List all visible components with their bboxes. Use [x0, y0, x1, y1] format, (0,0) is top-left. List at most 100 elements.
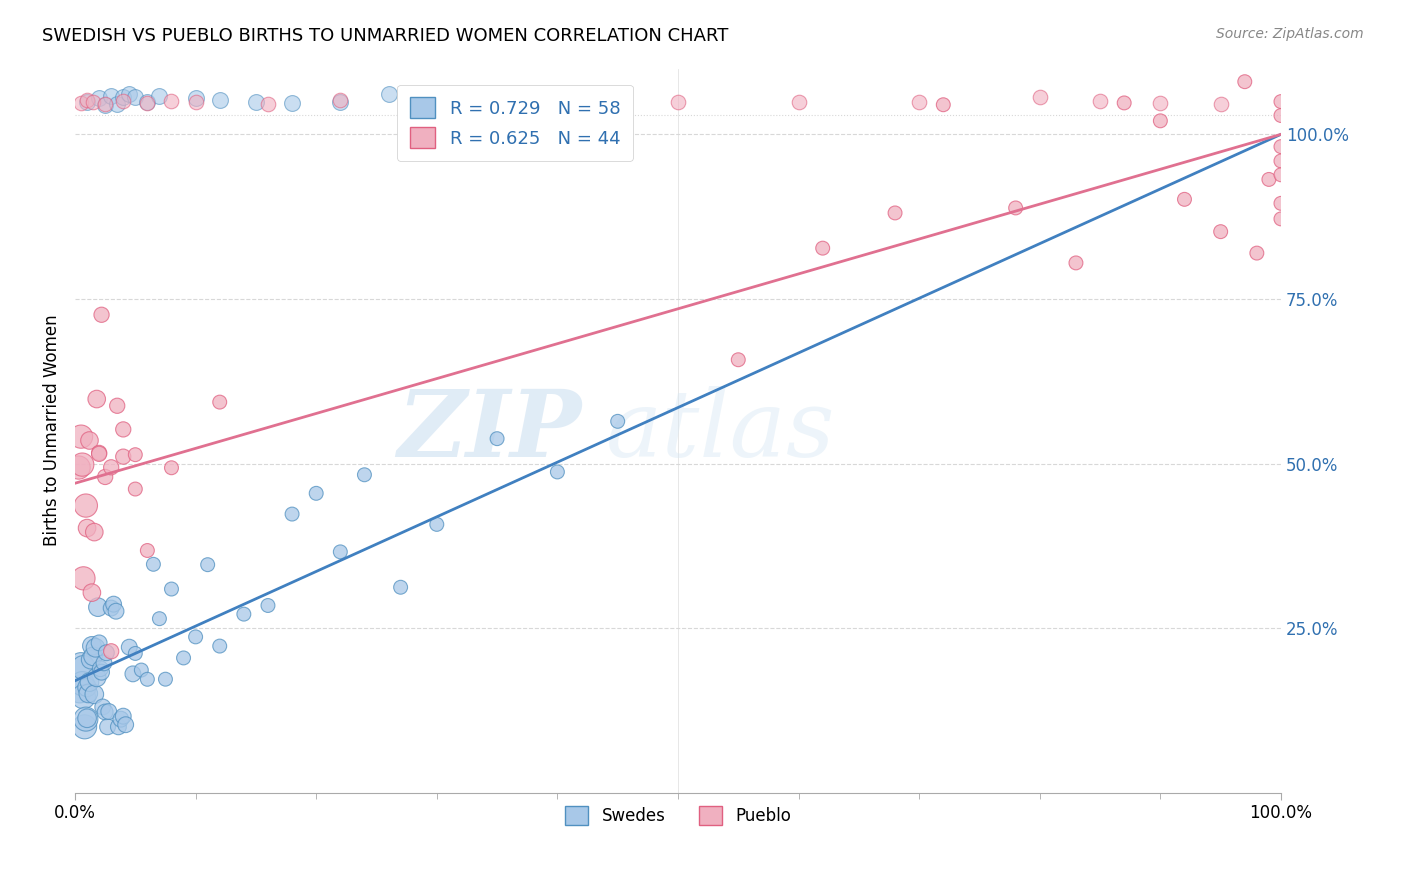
Point	[155, 672, 177, 686]
Point	[76, 681, 98, 695]
Point	[69, 684, 91, 698]
Point	[76, 711, 98, 725]
Point	[86, 670, 108, 684]
Point	[136, 95, 159, 109]
Point	[96, 646, 118, 660]
Point	[908, 95, 931, 110]
Point	[1270, 153, 1292, 168]
Point	[97, 705, 120, 719]
Point	[148, 89, 170, 103]
Point	[114, 717, 136, 731]
Point	[89, 447, 111, 461]
Point	[89, 446, 111, 460]
Point	[72, 660, 94, 674]
Point	[245, 95, 267, 109]
Point	[83, 687, 105, 701]
Point	[353, 467, 375, 482]
Point	[112, 709, 135, 723]
Point	[83, 525, 105, 540]
Point	[1114, 95, 1136, 110]
Point	[257, 96, 280, 111]
Point	[100, 601, 122, 615]
Point	[160, 94, 183, 108]
Point	[70, 676, 93, 690]
Point	[100, 89, 122, 103]
Point	[1029, 90, 1052, 104]
Point	[932, 97, 955, 112]
Point	[89, 91, 111, 105]
Point	[75, 499, 97, 513]
Point	[281, 95, 304, 110]
Point	[122, 666, 145, 681]
Point	[486, 432, 509, 446]
Point	[136, 543, 159, 558]
Point	[305, 486, 328, 500]
Point	[1149, 95, 1171, 110]
Point	[1209, 97, 1232, 112]
Point	[112, 90, 135, 104]
Point	[160, 582, 183, 596]
Point	[75, 712, 97, 726]
Point	[426, 93, 449, 107]
Point	[73, 720, 96, 734]
Point	[1270, 211, 1292, 226]
Point	[1246, 246, 1268, 260]
Point	[811, 241, 834, 255]
Point	[107, 720, 129, 734]
Point	[80, 639, 103, 653]
Point	[1257, 172, 1279, 186]
Point	[1270, 139, 1292, 153]
Point	[197, 558, 219, 572]
Point	[84, 640, 107, 655]
Point	[426, 93, 449, 107]
Point	[184, 90, 207, 104]
Point	[666, 95, 689, 110]
Point	[100, 460, 122, 475]
Point	[112, 94, 135, 108]
Point	[124, 482, 146, 496]
Point	[208, 93, 231, 107]
Point	[1270, 196, 1292, 211]
Point	[124, 90, 146, 104]
Point	[112, 422, 135, 436]
Y-axis label: Births to Unmarried Women: Births to Unmarried Women	[44, 315, 60, 547]
Point	[173, 651, 195, 665]
Point	[100, 644, 122, 658]
Point	[1149, 113, 1171, 128]
Point	[124, 647, 146, 661]
Point	[184, 95, 207, 109]
Point	[1233, 75, 1256, 89]
Point	[94, 470, 117, 484]
Point	[606, 414, 628, 428]
Point	[148, 612, 170, 626]
Point	[1088, 94, 1111, 108]
Point	[112, 450, 135, 464]
Legend: Swedes, Pueblo: Swedes, Pueblo	[555, 796, 801, 835]
Point	[1064, 256, 1087, 270]
Point	[82, 649, 104, 664]
Point	[329, 545, 352, 559]
Point	[184, 630, 207, 644]
Point	[1173, 192, 1195, 206]
Point	[70, 430, 93, 444]
Point	[70, 458, 93, 472]
Point	[281, 507, 304, 521]
Point	[118, 87, 141, 102]
Point	[546, 465, 568, 479]
Point	[546, 103, 568, 118]
Point	[76, 95, 98, 109]
Point	[118, 640, 141, 655]
Point	[124, 448, 146, 462]
Point	[110, 712, 132, 726]
Point	[89, 636, 111, 650]
Text: SWEDISH VS PUEBLO BIRTHS TO UNMARRIED WOMEN CORRELATION CHART: SWEDISH VS PUEBLO BIRTHS TO UNMARRIED WO…	[42, 27, 728, 45]
Point	[1270, 168, 1292, 182]
Point	[76, 521, 98, 535]
Point	[86, 392, 108, 406]
Point	[426, 517, 449, 532]
Point	[90, 665, 112, 680]
Point	[727, 352, 749, 367]
Point	[77, 686, 100, 700]
Point	[105, 399, 128, 413]
Point	[90, 308, 112, 322]
